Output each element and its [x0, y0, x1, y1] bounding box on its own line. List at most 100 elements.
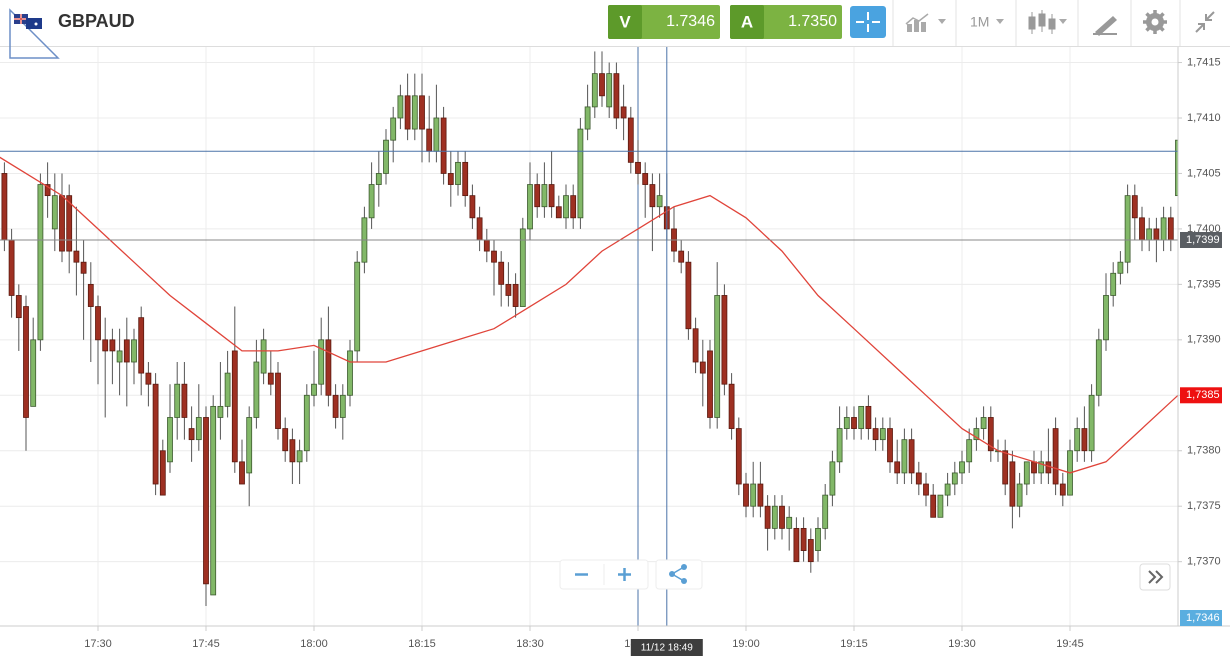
candle-body [51, 195, 58, 230]
candle-body [1059, 483, 1066, 496]
candle-body [692, 328, 699, 363]
candle-body [1088, 394, 1095, 452]
candle-body [203, 417, 209, 585]
candle-body [707, 350, 713, 418]
scroll-right[interactable] [1139, 563, 1171, 591]
candle-body [829, 461, 836, 496]
y-tick-label: 1,7395 [1187, 278, 1221, 290]
candle-body [757, 483, 764, 507]
candle-body [577, 128, 584, 219]
y-tick-label: 1,7415 [1187, 56, 1221, 68]
x-tick-label: 18:30 [516, 638, 544, 650]
indicator-button[interactable] [905, 13, 946, 32]
candle-body [591, 73, 598, 108]
crosshair-label-box [630, 639, 703, 656]
candle-body [1153, 228, 1160, 241]
candle-body [620, 106, 627, 119]
candle-body [368, 184, 375, 219]
candle-body [476, 217, 483, 241]
candle-body [1175, 139, 1178, 197]
candle-body [354, 261, 361, 352]
price-marker-label: 1,7399 [1186, 234, 1220, 246]
y-tick-label: 1,7390 [1187, 334, 1221, 346]
candle-body [1002, 450, 1009, 485]
price-marker [1180, 232, 1222, 248]
axes: 1,7370 1,7375 1,7380 1,7385 1,7390 1,7395 1,74… [84, 56, 1222, 656]
candle-body [1139, 217, 1145, 241]
candle-body [512, 283, 519, 307]
candle-body [469, 195, 476, 219]
candle-body [743, 483, 749, 507]
candle-body [584, 106, 591, 130]
candle-body [843, 417, 850, 429]
candle-body [73, 250, 80, 263]
candle-body [786, 516, 793, 529]
candle-body [347, 350, 353, 396]
candle-body [15, 295, 22, 319]
x-tick-label: 19:30 [948, 638, 976, 650]
candle-body [1103, 295, 1109, 341]
candle-body [59, 195, 65, 252]
candle-body [908, 439, 915, 474]
candle-body [599, 73, 605, 97]
candle-body [822, 494, 829, 529]
candle-body [109, 339, 116, 352]
candle-body [210, 405, 217, 596]
symbol-icon[interactable] [9, 8, 60, 59]
collapse-button[interactable] [1195, 11, 1215, 33]
candle-body [555, 206, 562, 219]
candle-body [426, 128, 433, 152]
buy-price: 1.7350 [788, 13, 837, 30]
candle-body [1016, 483, 1023, 507]
candle-body [167, 417, 173, 463]
candle-body [188, 428, 195, 441]
candle-body [1, 173, 8, 241]
y-tick-label: 1,7400 [1187, 223, 1221, 235]
x-tick-label: 19:00 [732, 638, 760, 650]
candle-body [771, 505, 778, 529]
candle-body [383, 139, 389, 174]
candle-body [289, 439, 296, 463]
zoom-in[interactable] [618, 568, 631, 581]
candle-body [332, 394, 339, 418]
candle-body [30, 339, 37, 407]
timeframe-button[interactable]: 1M [970, 14, 1004, 30]
toolbar-separators [892, 0, 1181, 46]
chart-type-button[interactable] [1028, 10, 1067, 34]
candle-body [1167, 217, 1174, 241]
sell-button[interactable]: V 1.7346 [608, 5, 720, 39]
candle-body [627, 117, 634, 163]
buy-label: A [741, 12, 753, 31]
settings-button[interactable] [1143, 10, 1167, 34]
symbol: GBPAUD [58, 11, 135, 31]
candle-body [1110, 272, 1117, 296]
candle-body [419, 95, 425, 130]
candle-body [37, 184, 44, 341]
candle-body [872, 428, 879, 441]
sell-label: V [619, 12, 631, 31]
candle-body [152, 383, 159, 485]
candle-body [570, 195, 577, 219]
y-tick-label: 1,7410 [1187, 112, 1221, 124]
candle-body [1031, 461, 1037, 474]
timeframe: 1M [970, 14, 989, 30]
candle-body [131, 339, 137, 363]
crosshair-button[interactable] [850, 6, 886, 38]
candle-body [959, 461, 965, 474]
candle-body [635, 161, 641, 174]
candle-body [253, 361, 260, 418]
buy-button[interactable]: A 1.7350 [730, 5, 842, 39]
candle-body [944, 483, 951, 496]
candle-body [714, 295, 721, 418]
candle-body [174, 383, 181, 418]
candle-body [851, 417, 857, 429]
candle-body [879, 428, 886, 441]
candle-body [699, 361, 706, 374]
candle-body [836, 428, 843, 463]
share[interactable] [655, 559, 703, 590]
draw-button[interactable] [1093, 16, 1117, 36]
x-tick-label: 18:15 [408, 638, 436, 650]
candle-body [548, 184, 555, 208]
x-tick-label: 17:30 [84, 638, 112, 650]
